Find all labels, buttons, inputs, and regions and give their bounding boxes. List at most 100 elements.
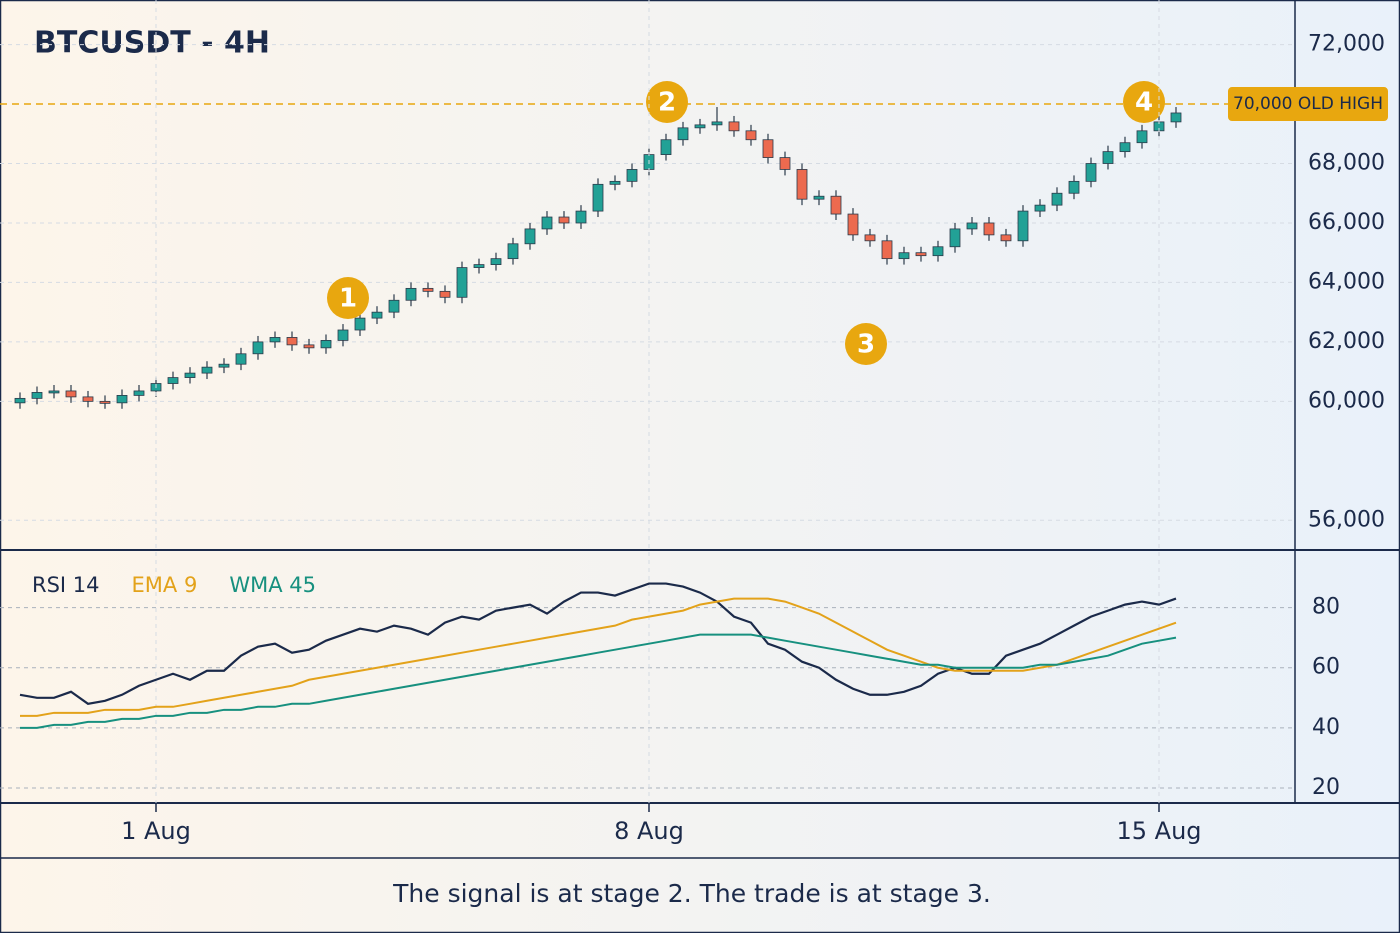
candle-body: [388, 299, 400, 313]
caption: The signal is at stage 2. The trade is a…: [392, 879, 991, 908]
candle-body: [949, 228, 961, 248]
candle-body: [218, 363, 230, 368]
y-tick-label: 64,000: [1308, 269, 1385, 294]
candle-body: [898, 252, 910, 260]
candle-body: [1085, 163, 1097, 182]
candle-body: [1000, 234, 1012, 242]
stage-label: 3: [857, 330, 875, 360]
x-tick-label: 8 Aug: [614, 817, 684, 845]
stage-label: 4: [1135, 88, 1153, 118]
candle-body: [116, 395, 128, 404]
candle-body: [694, 124, 706, 129]
indicator-line: [19, 582, 1177, 705]
candle-body: [779, 157, 791, 170]
y-tick-label: 56,000: [1308, 507, 1385, 532]
candle-body: [1051, 192, 1063, 206]
y-tick-label: 62,000: [1308, 329, 1385, 354]
x-tick-label: 15 Aug: [1116, 817, 1201, 845]
candle-body: [371, 311, 383, 319]
y-tick-label: 66,000: [1308, 210, 1385, 235]
stage-label: 1: [339, 284, 357, 314]
candle-body: [473, 264, 485, 268]
candle-body: [133, 390, 145, 396]
candle-body: [626, 169, 638, 182]
candle-body: [167, 377, 179, 384]
reference-label: 70,000 OLD HIGH: [1233, 94, 1383, 114]
candle-body: [796, 169, 808, 200]
candle-body: [31, 392, 43, 399]
candle-body: [354, 317, 366, 331]
candle-body: [762, 139, 774, 158]
candle-body: [1119, 142, 1131, 153]
stage-marker: [646, 81, 688, 123]
candle-body: [1068, 180, 1080, 194]
y-tick-label: 60: [1312, 655, 1340, 680]
candle-body: [728, 121, 740, 132]
candle-body: [1170, 112, 1182, 123]
candle-body: [983, 222, 995, 236]
candle-body: [303, 344, 315, 349]
x-tick-label: 1 Aug: [121, 817, 191, 845]
candle-body: [99, 400, 111, 404]
candle-body: [65, 390, 77, 398]
candle-body: [660, 139, 672, 155]
candle-body: [405, 287, 417, 301]
candle-body: [1102, 151, 1114, 164]
candle-body: [269, 337, 281, 343]
candle-body: [235, 353, 247, 365]
y-tick-label: 80: [1312, 595, 1340, 620]
legend-entry: RSI 14: [32, 573, 100, 597]
candle-body: [745, 130, 757, 141]
candle-body: [575, 210, 587, 224]
legend-entry: WMA 45: [229, 573, 316, 597]
candle-body: [524, 228, 536, 245]
candle-body: [320, 340, 332, 349]
candle-body: [915, 252, 927, 257]
candle-body: [966, 222, 978, 230]
stage-label: 2: [658, 88, 676, 118]
candle-body: [677, 127, 689, 141]
indicator-line: [20, 597, 1177, 717]
candle-body: [490, 258, 502, 265]
candle-body: [82, 396, 94, 402]
candle-body: [439, 290, 451, 298]
candle-body: [48, 390, 60, 394]
candle-body: [1017, 210, 1029, 242]
candle-body: [252, 341, 264, 355]
candle-body: [14, 397, 26, 404]
candle-body: [1136, 130, 1148, 144]
candle-body: [830, 195, 842, 215]
stage-marker: [1123, 81, 1165, 123]
candle-body: [1034, 204, 1046, 212]
candle-body: [864, 234, 876, 242]
candle-body: [813, 195, 825, 200]
y-tick-label: 20: [1312, 775, 1340, 800]
candle-body: [286, 337, 298, 346]
candle-body: [881, 240, 893, 260]
candle-body: [932, 246, 944, 257]
candle-body: [337, 329, 349, 341]
chart-title: BTCUSDT - 4H: [34, 26, 270, 61]
y-tick-label: 72,000: [1308, 32, 1385, 57]
candle-body: [507, 243, 519, 260]
stage-marker: [327, 277, 369, 319]
candle-body: [201, 366, 213, 374]
stage-marker: [845, 323, 887, 365]
indicator-line: [20, 633, 1177, 729]
candle-body: [847, 213, 859, 236]
candle-body: [456, 267, 468, 298]
candle-body: [609, 180, 621, 185]
candle-body: [541, 216, 553, 230]
y-tick-label: 68,000: [1308, 151, 1385, 176]
reference-label-box: [1228, 87, 1388, 122]
candle-body: [184, 372, 196, 378]
legend-entry: EMA 9: [132, 573, 198, 597]
candle-body: [592, 183, 604, 212]
candle-body: [558, 216, 570, 224]
candle-body: [711, 121, 723, 126]
y-tick-label: 40: [1312, 715, 1340, 740]
y-tick-label: 60,000: [1308, 388, 1385, 413]
candle-body: [422, 287, 434, 292]
